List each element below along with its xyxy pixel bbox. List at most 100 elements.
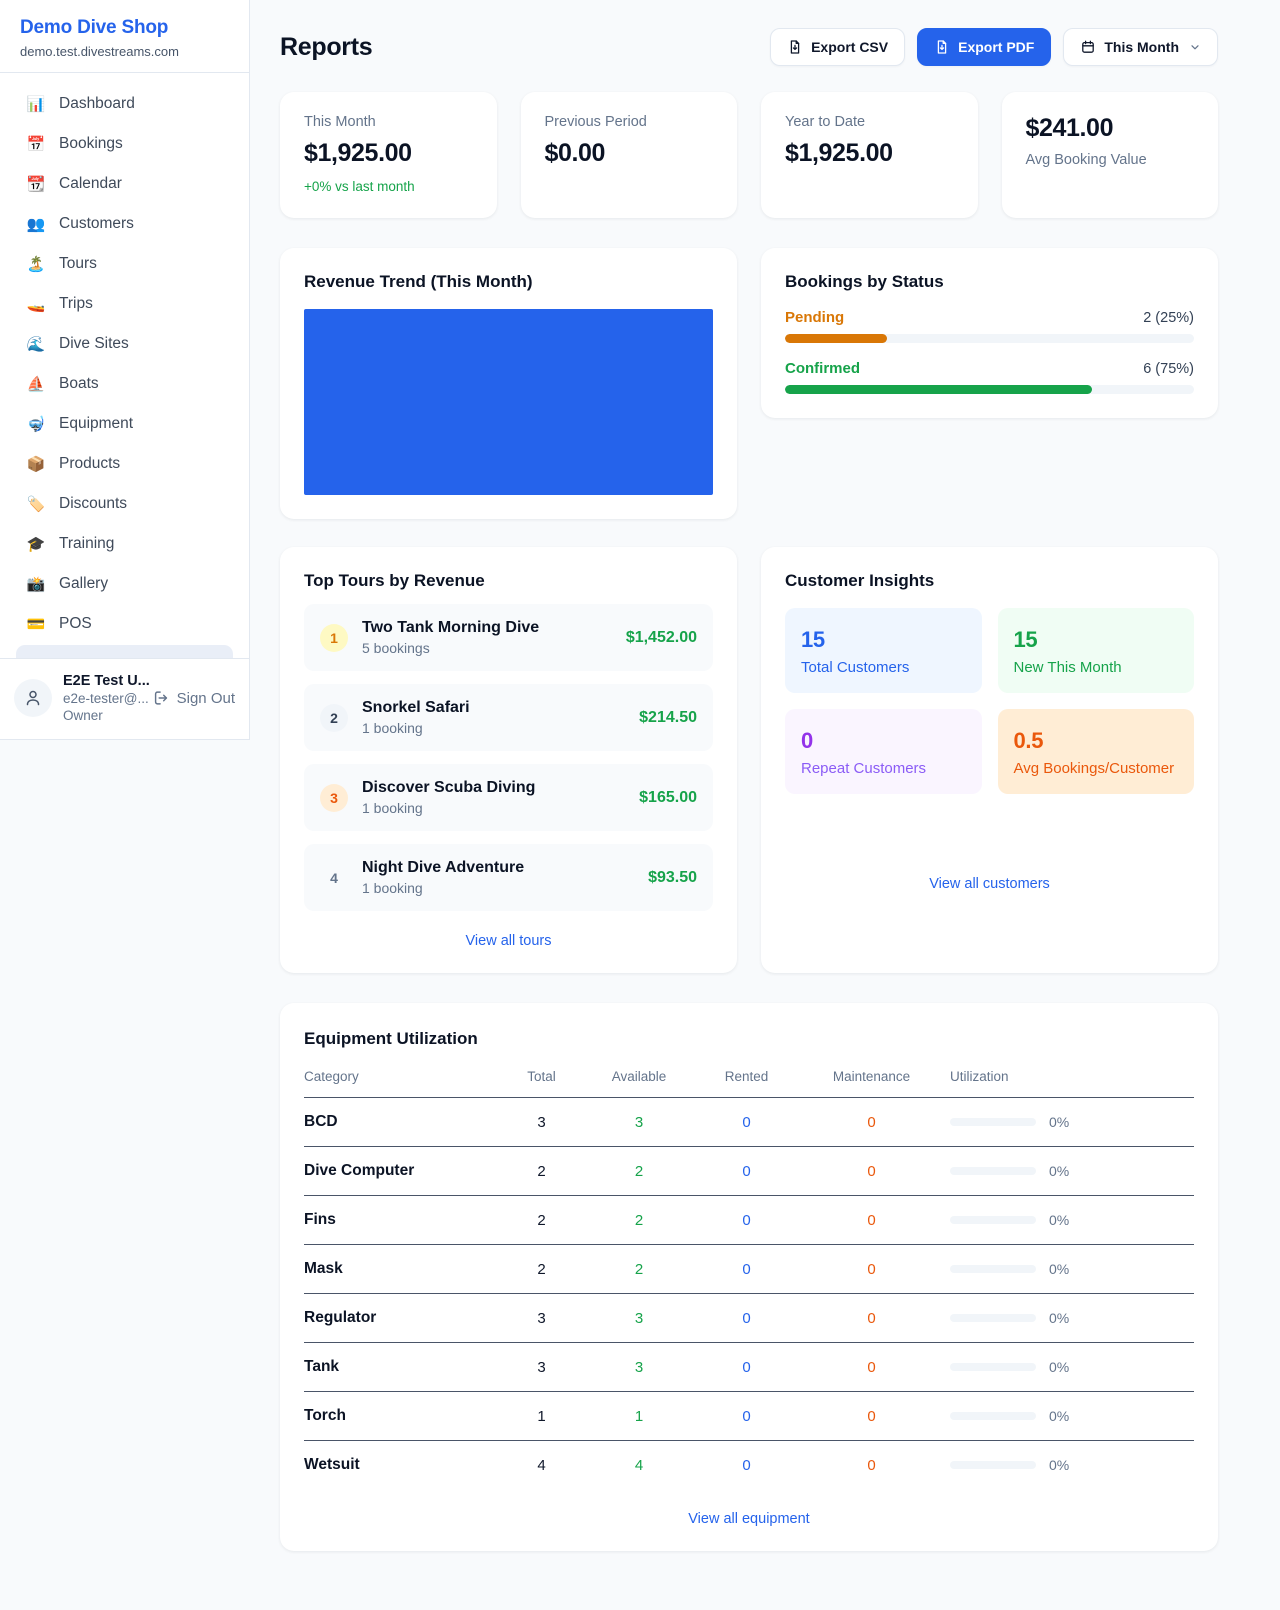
wave-icon: 🌊 (26, 335, 46, 353)
sidebar-item-pos[interactable]: 💳 POS (14, 605, 235, 643)
progress-track (785, 334, 1194, 343)
top-tours-card: Top Tours by Revenue 1 Two Tank Morning … (280, 547, 737, 973)
sidebar-item-label: Products (59, 455, 121, 472)
cell-total: 4 (537, 1456, 546, 1474)
sidebar-item-equipment[interactable]: 🤿 Equipment (14, 405, 235, 443)
cell-total: 3 (499, 1293, 584, 1343)
tile-repeat-customers: 0 Repeat Customers (785, 709, 982, 794)
logout-icon (154, 691, 167, 705)
equipment-utilization-card: Equipment Utilization Category Total Ava… (280, 1003, 1218, 1551)
user-name: E2E Test U... (63, 673, 150, 689)
sidebar-item-tours[interactable]: 🏝️ Tours (14, 245, 235, 283)
cell-available: 2 (584, 1146, 694, 1196)
sidebar-item-bookings[interactable]: 📅 Bookings (14, 125, 235, 163)
status-row-confirmed: Confirmed 6 (75%) (785, 360, 1194, 394)
tile-value: 0.5 (1013, 728, 1044, 753)
cell-category: BCD (304, 1097, 499, 1147)
stat-card-year-to-date: Year to Date $1,925.00 (761, 92, 978, 218)
table-row: Fins 2 2 0 0 0% (304, 1195, 1194, 1245)
cell-maintenance: 0 (799, 1293, 944, 1343)
sidebar-item-dive-sites[interactable]: 🌊 Dive Sites (14, 325, 235, 363)
table-row: Tank 3 3 0 0 0% (304, 1342, 1194, 1392)
sign-out-button[interactable]: Sign Out (152, 689, 235, 707)
bookings-calendar-icon: 📅 (26, 135, 46, 153)
progress-fill (785, 334, 888, 343)
cell-rented: 0 (694, 1097, 799, 1147)
view-all-tours-link[interactable]: View all tours (466, 911, 552, 949)
sidebar-item-dashboard[interactable]: 📊 Dashboard (14, 85, 235, 123)
export-pdf-button[interactable]: Export PDF (917, 28, 1052, 66)
sidebar-item-products[interactable]: 📦 Products (14, 445, 235, 483)
utilization-bar (950, 1118, 1036, 1126)
sidebar-item-gallery[interactable]: 📸 Gallery (14, 565, 235, 603)
graduation-cap-icon: 🎓 (26, 535, 46, 553)
cell-category: Torch (304, 1391, 499, 1441)
utilization-pct: 0% (1049, 1457, 1070, 1473)
file-download-icon (790, 40, 800, 54)
utilization-bar (950, 1167, 1036, 1175)
insight-tiles: 15 Total Customers 15 New This Month 0 R… (785, 608, 1194, 794)
cell-available: 2 (584, 1244, 694, 1294)
sidebar-item-training[interactable]: 🎓 Training (14, 525, 235, 563)
utilization-pct: 0% (1049, 1114, 1070, 1130)
equipment-utilization-title: Equipment Utilization (304, 1029, 478, 1048)
utilization-pct: 0% (1049, 1310, 1070, 1326)
top-tours-title: Top Tours by Revenue (304, 571, 485, 590)
sidebar-header: Demo Dive Shop demo.test.divestreams.com (0, 0, 249, 73)
cell-total: 2 (499, 1195, 584, 1245)
view-all-customers-link[interactable]: View all customers (929, 852, 1050, 892)
cell-maintenance: 0 (867, 1456, 876, 1474)
sidebar-item-label: Gallery (59, 575, 109, 592)
file-download-icon (937, 40, 947, 54)
tile-new-this-month: 15 New This Month (997, 608, 1194, 693)
tour-name: Snorkel Safari (362, 699, 470, 716)
status-value: 2 (25%) (1143, 310, 1194, 326)
sidebar-item-label: Tours (59, 255, 97, 272)
equipment-table: Category Total Available Rented Maintena… (304, 1069, 1194, 1489)
table-row: Mask 2 2 0 0 0% (304, 1244, 1194, 1294)
period-select[interactable]: This Month (1063, 28, 1218, 66)
cell-category: Fins (304, 1195, 499, 1245)
calendar-icon (1082, 40, 1095, 53)
sidebar-item-label: Calendar (59, 175, 122, 192)
sidebar-item-label: Trips (59, 295, 93, 312)
sidebar-item-boats[interactable]: ⛵ Boats (14, 365, 235, 403)
user-icon (26, 690, 40, 706)
utilization-pct: 0% (1049, 1261, 1070, 1277)
stat-label: Year to Date (785, 114, 866, 130)
utilization-bar (950, 1314, 1036, 1322)
cell-maintenance: 0 (799, 1146, 944, 1196)
utilization-pct: 0% (1049, 1163, 1070, 1179)
sidebar-item-label: Boats (59, 375, 99, 392)
sidebar-item-calendar[interactable]: 📆 Calendar (14, 165, 235, 203)
cell-rented: 0 (694, 1342, 799, 1392)
user-panel: E2E Test U... e2e-tester@... Owner Sign … (0, 658, 249, 739)
cell-category: Regulator (304, 1293, 499, 1343)
cell-category: Tank (304, 1342, 499, 1392)
stat-value: $241.00 (1025, 114, 1114, 142)
stat-card-previous-period: Previous Period $0.00 (520, 92, 737, 218)
tour-revenue: $93.50 (648, 868, 697, 886)
sailboat-icon: ⛵ (26, 375, 46, 393)
progress-track (785, 385, 1194, 394)
table-row: Dive Computer 2 2 0 0 0% (304, 1146, 1194, 1196)
utilization-pct: 0% (1049, 1212, 1070, 1228)
tour-revenue: $214.50 (639, 708, 697, 726)
sidebar-item-trips[interactable]: 🚤 Trips (14, 285, 235, 323)
utilization-bar (950, 1216, 1036, 1224)
tile-label: New This Month (1013, 659, 1122, 676)
tile-value: 15 (1013, 627, 1038, 652)
view-all-equipment-link[interactable]: View all equipment (688, 1489, 809, 1527)
utilization-bar (950, 1265, 1036, 1273)
tile-label: Total Customers (801, 659, 910, 676)
cell-maintenance: 0 (799, 1244, 944, 1294)
sidebar-item-customers[interactable]: 👥 Customers (14, 205, 235, 243)
export-csv-button[interactable]: Export CSV (770, 28, 906, 66)
col-available: Available (584, 1069, 694, 1098)
user-meta: E2E Test U... e2e-tester@... Owner (63, 673, 150, 723)
charts-row: Revenue Trend (This Month) Bookings by S… (280, 248, 1218, 519)
stat-value: $1,925.00 (785, 139, 893, 167)
sidebar-item-discounts[interactable]: 🏷️ Discounts (14, 485, 235, 523)
tour-bookings: 1 booking (362, 800, 423, 816)
sidebar-item-reports-partial[interactable] (16, 645, 233, 658)
